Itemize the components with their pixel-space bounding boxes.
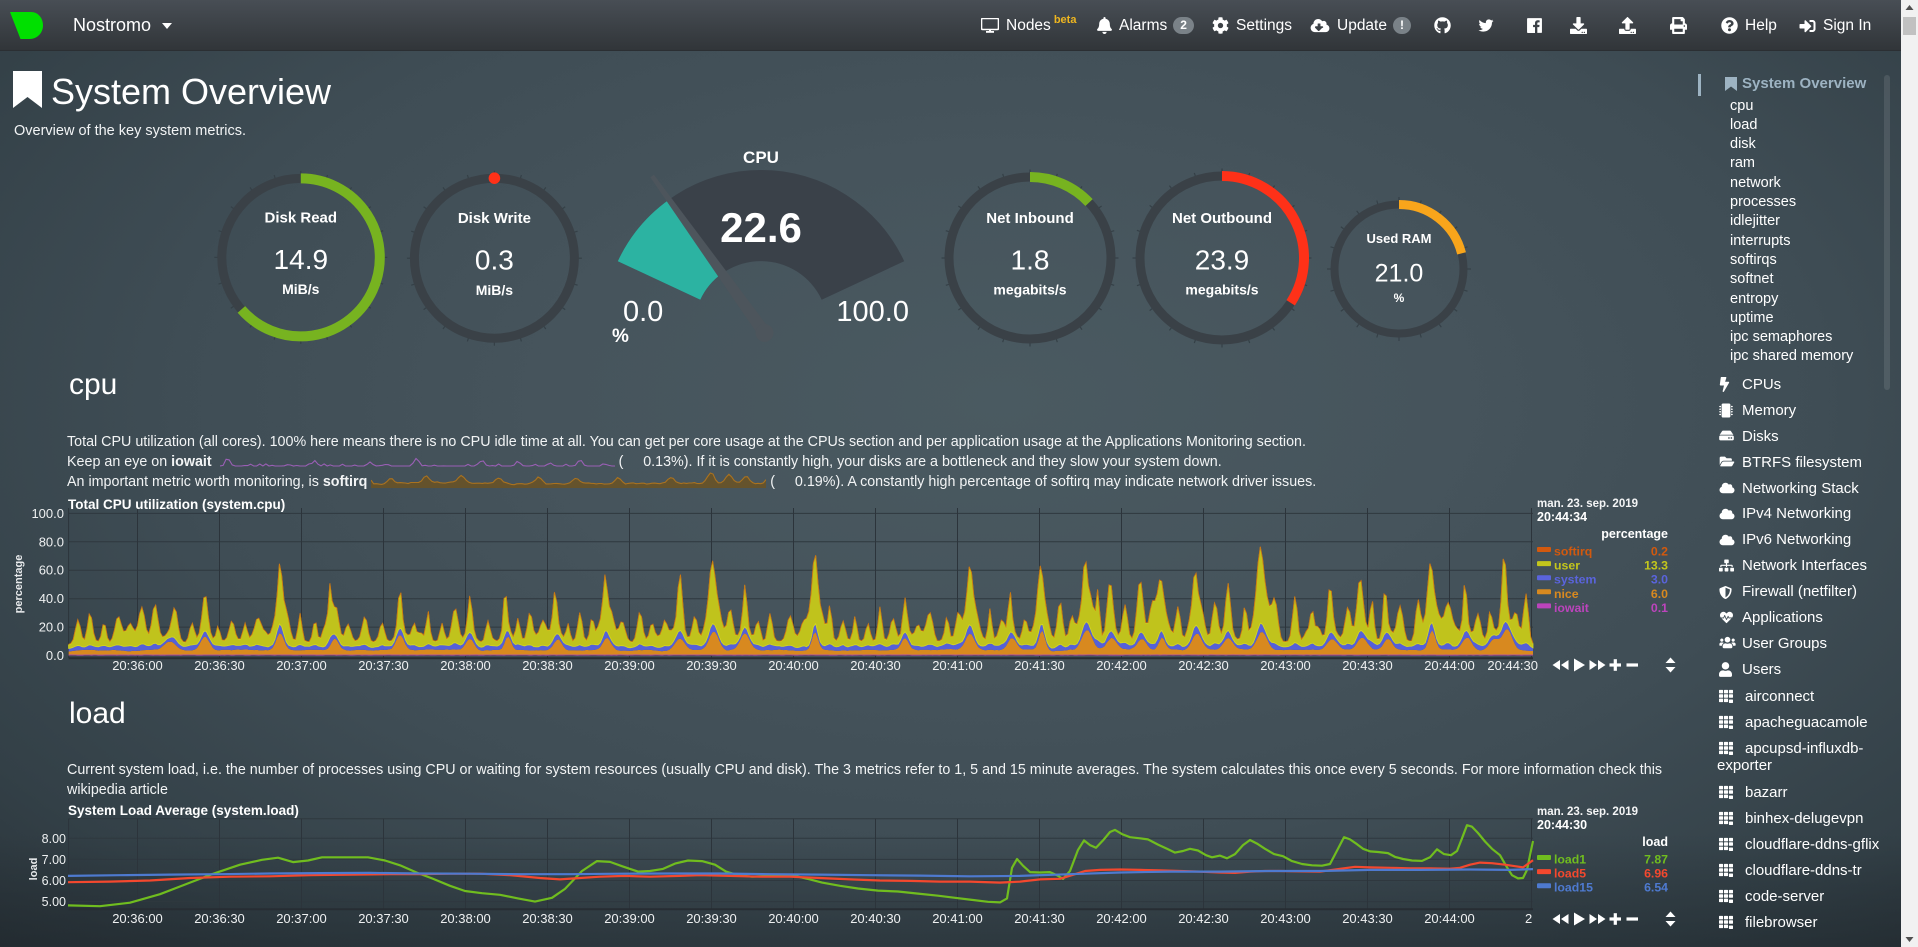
svg-text:20:43:00: 20:43:00 <box>1260 658 1311 673</box>
svg-text:MiB/s: MiB/s <box>476 282 514 298</box>
svg-text:21.0: 21.0 <box>1375 260 1424 288</box>
svg-text:7.00: 7.00 <box>42 853 66 867</box>
svg-text:load: load <box>1642 835 1668 849</box>
svg-text:20:38:30: 20:38:30 <box>522 911 573 926</box>
svg-text:100.0: 100.0 <box>836 296 909 328</box>
svg-text:percentage: percentage <box>1601 527 1668 541</box>
svg-text:man. 23. sep. 2019: man. 23. sep. 2019 <box>1537 498 1638 510</box>
svg-text:Net Inbound: Net Inbound <box>986 210 1073 227</box>
svg-text:softirq: softirq <box>1554 545 1592 559</box>
svg-text:20:44:30: 20:44:30 <box>1537 818 1587 832</box>
svg-text:20:43:30: 20:43:30 <box>1342 911 1393 926</box>
svg-text:14.9: 14.9 <box>274 244 329 275</box>
svg-text:20:36:30: 20:36:30 <box>194 911 245 926</box>
svg-text:0.3: 0.3 <box>475 245 514 276</box>
svg-text:3.0: 3.0 <box>1651 573 1668 587</box>
svg-text:20:40:00: 20:40:00 <box>768 911 819 926</box>
svg-text:13.3: 13.3 <box>1644 559 1668 573</box>
svg-text:load: load <box>28 858 40 881</box>
svg-text:20:44:00: 20:44:00 <box>1424 658 1475 673</box>
svg-text:user: user <box>1554 559 1580 573</box>
svg-text:2: 2 <box>1525 911 1532 926</box>
svg-text:0.0: 0.0 <box>623 296 663 328</box>
svg-text:20:42:00: 20:42:00 <box>1096 911 1147 926</box>
svg-text:20:41:00: 20:41:00 <box>932 911 983 926</box>
svg-text:40.0: 40.0 <box>39 591 64 606</box>
svg-text:6.00: 6.00 <box>42 874 66 888</box>
svg-text:Used RAM: Used RAM <box>1366 231 1431 246</box>
svg-text:1.8: 1.8 <box>1011 244 1050 275</box>
svg-text:20:40:30: 20:40:30 <box>850 658 901 673</box>
svg-text:20:36:00: 20:36:00 <box>112 911 163 926</box>
svg-text:System Load Average (system.lo: System Load Average (system.load) <box>68 803 299 818</box>
svg-text:20.0: 20.0 <box>39 620 64 635</box>
svg-text:5.00: 5.00 <box>42 895 66 909</box>
svg-text:0.0: 0.0 <box>46 648 64 663</box>
svg-text:20:41:00: 20:41:00 <box>932 658 983 673</box>
svg-text:20:39:00: 20:39:00 <box>604 911 655 926</box>
svg-text:20:37:00: 20:37:00 <box>276 658 327 673</box>
svg-text:6.96: 6.96 <box>1644 867 1668 881</box>
svg-text:20:38:00: 20:38:00 <box>440 658 491 673</box>
svg-text:60.0: 60.0 <box>39 563 64 578</box>
svg-text:20:38:30: 20:38:30 <box>522 658 573 673</box>
svg-text:CPU: CPU <box>743 148 779 167</box>
svg-text:iowait: iowait <box>1554 601 1589 615</box>
svg-text:6.54: 6.54 <box>1644 881 1668 895</box>
svg-text:20:43:00: 20:43:00 <box>1260 911 1311 926</box>
svg-text:20:37:30: 20:37:30 <box>358 911 409 926</box>
svg-text:20:41:30: 20:41:30 <box>1014 658 1065 673</box>
svg-text:%: % <box>612 326 629 347</box>
svg-text:Net Outbound: Net Outbound <box>1172 210 1272 227</box>
svg-text:20:42:30: 20:42:30 <box>1178 911 1229 926</box>
svg-text:load15: load15 <box>1554 881 1593 895</box>
svg-text:%: % <box>1394 291 1405 305</box>
svg-text:0.2: 0.2 <box>1651 545 1668 559</box>
svg-text:20:39:30: 20:39:30 <box>686 658 737 673</box>
svg-text:20:37:30: 20:37:30 <box>358 658 409 673</box>
svg-text:8.00: 8.00 <box>42 832 66 846</box>
svg-text:20:40:30: 20:40:30 <box>850 911 901 926</box>
svg-text:20:42:00: 20:42:00 <box>1096 658 1147 673</box>
svg-text:load1: load1 <box>1554 853 1586 867</box>
svg-text:20:44:34: 20:44:34 <box>1537 510 1587 524</box>
svg-text:22.6: 22.6 <box>720 204 802 251</box>
svg-text:nice: nice <box>1554 587 1579 601</box>
svg-text:20:38:00: 20:38:00 <box>440 911 491 926</box>
svg-text:20:39:00: 20:39:00 <box>604 658 655 673</box>
svg-text:man. 23. sep. 2019: man. 23. sep. 2019 <box>1537 806 1638 818</box>
svg-text:Disk Write: Disk Write <box>458 210 531 227</box>
svg-text:megabits/s: megabits/s <box>993 282 1066 298</box>
svg-text:20:36:30: 20:36:30 <box>194 658 245 673</box>
svg-text:20:42:30: 20:42:30 <box>1178 658 1229 673</box>
svg-text:system: system <box>1554 573 1596 587</box>
svg-text:20:44:00: 20:44:00 <box>1424 911 1475 926</box>
svg-text:20:37:00: 20:37:00 <box>276 911 327 926</box>
svg-text:20:40:00: 20:40:00 <box>768 658 819 673</box>
svg-text:megabits/s: megabits/s <box>1185 282 1258 298</box>
svg-text:Total CPU utilization (system.: Total CPU utilization (system.cpu) <box>68 497 285 512</box>
svg-text:20:39:30: 20:39:30 <box>686 911 737 926</box>
svg-text:7.87: 7.87 <box>1644 853 1668 867</box>
svg-text:20:36:00: 20:36:00 <box>112 658 163 673</box>
svg-text:20:44:30: 20:44:30 <box>1487 658 1538 673</box>
svg-text:80.0: 80.0 <box>39 534 64 549</box>
svg-text:MiB/s: MiB/s <box>282 281 320 297</box>
svg-text:Disk Read: Disk Read <box>265 209 338 226</box>
svg-text:0.1: 0.1 <box>1651 601 1668 615</box>
svg-text:100.0: 100.0 <box>31 506 64 521</box>
svg-text:20:41:30: 20:41:30 <box>1014 911 1065 926</box>
svg-text:percentage: percentage <box>13 555 25 614</box>
svg-text:6.0: 6.0 <box>1651 587 1668 601</box>
svg-text:20:43:30: 20:43:30 <box>1342 658 1393 673</box>
svg-text:load5: load5 <box>1554 867 1586 881</box>
svg-text:23.9: 23.9 <box>1195 244 1250 275</box>
